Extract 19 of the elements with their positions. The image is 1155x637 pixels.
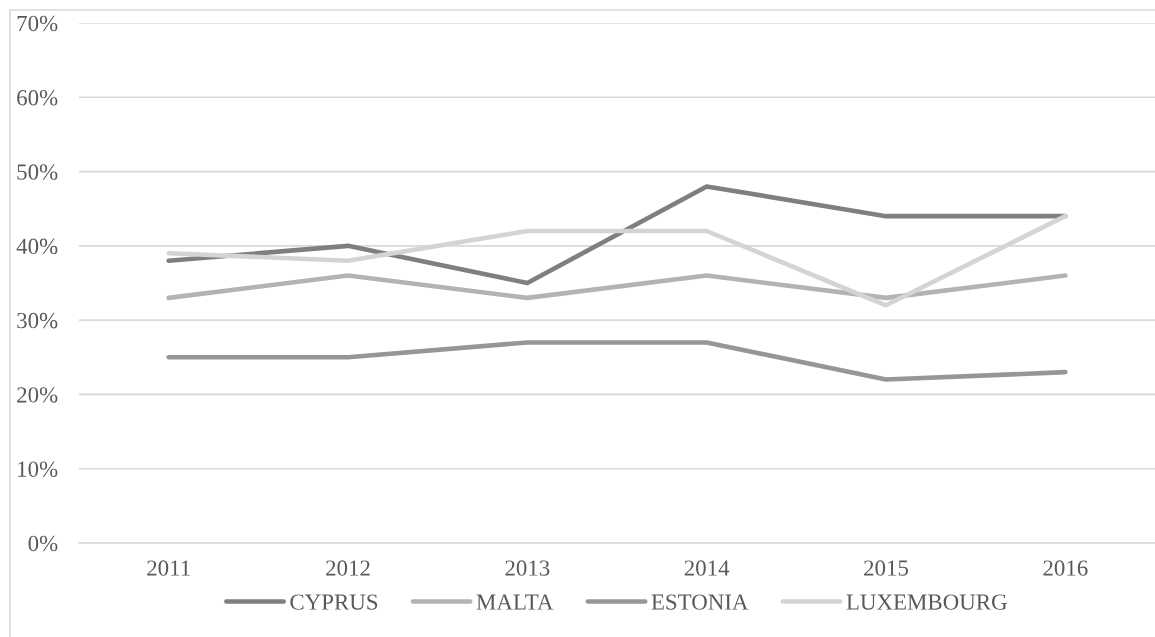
legend-label: ESTONIA [651,594,749,610]
legend-label: CYPRUS [290,594,378,610]
y-tick-label: 0% [28,535,58,552]
x-tick-label: 2012 [326,560,370,576]
y-tick-label: 40% [16,238,58,255]
x-tick-label: 2016 [1043,560,1088,576]
line-series [166,340,1068,382]
x-tick-label: 2013 [505,560,550,576]
y-tick-label: 10% [18,461,58,477]
y-tick-label: 30% [17,312,58,329]
y-tick-label: 70% [17,15,58,32]
legend-label: LUXEMBOURG [846,594,1007,610]
y-tick-label: 60% [17,90,58,106]
y-tick-label: 20% [17,387,58,403]
x-tick-label: 2011 [147,560,190,576]
x-tick-label: 2014 [684,560,730,576]
x-tick-label: 2015 [864,560,909,576]
legend-label: MALTA [476,594,554,610]
y-tick-label: 50% [17,164,58,180]
